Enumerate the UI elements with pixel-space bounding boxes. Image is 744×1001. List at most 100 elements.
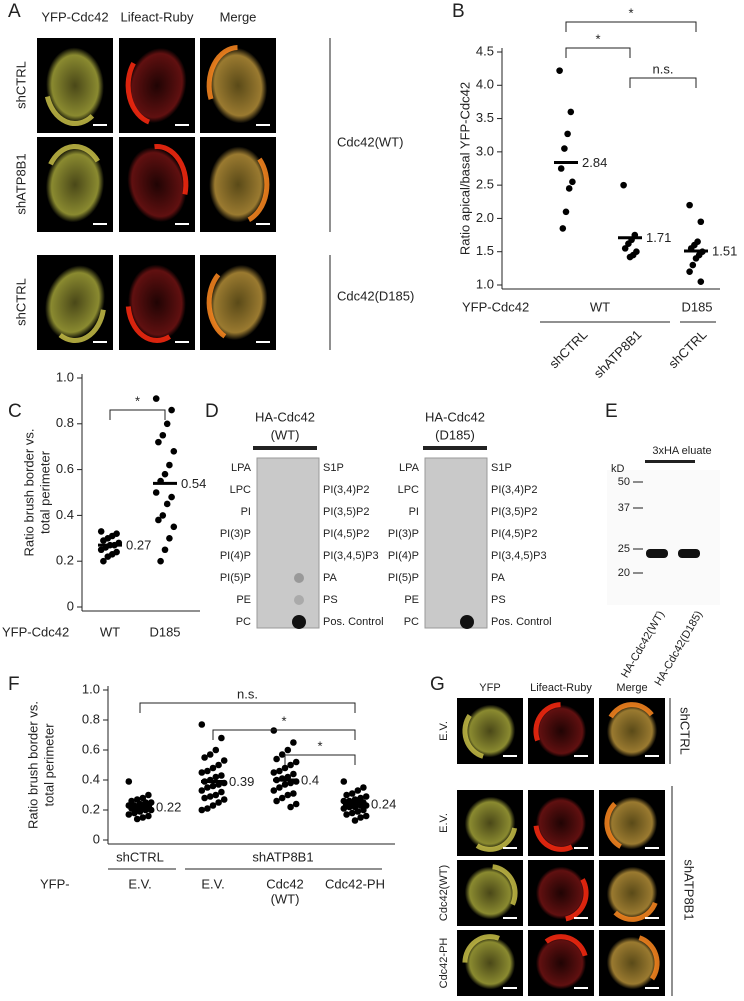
data-point: [204, 767, 211, 775]
mean-label: 0.22: [156, 799, 181, 814]
cell-edge: [533, 825, 574, 852]
lipid-label: PI: [241, 506, 251, 518]
y-axis-label: total perimeter: [41, 723, 56, 807]
lipid-label: PS: [491, 594, 506, 606]
data-point: [360, 784, 367, 791]
cell: [45, 265, 105, 340]
data-point: [692, 255, 700, 262]
data-point: [567, 108, 575, 116]
category-label: D185: [149, 624, 180, 639]
micrograph: [457, 790, 523, 856]
y-tick-label: 0.4: [56, 507, 74, 522]
y-tick-label: 0.6: [82, 741, 100, 756]
data-point: [159, 431, 167, 439]
row-label: shCTRL: [13, 61, 28, 109]
lipid-label: Pos. Control: [491, 616, 552, 628]
data-point: [564, 130, 571, 138]
y-tick-label: 0.6: [56, 461, 74, 476]
y-tick-label: 3.0: [476, 143, 494, 158]
data-point: [218, 734, 225, 742]
category-label: E.V.: [128, 876, 151, 891]
cell: [464, 704, 516, 758]
micrograph: [528, 930, 594, 996]
row-label: E.V.: [438, 813, 450, 833]
lipid-label: Pos. Control: [323, 616, 384, 628]
y-tick-label: 0.8: [82, 711, 100, 726]
y-tick-label: 1.5: [476, 243, 494, 258]
lipid-label: S1P: [491, 462, 512, 474]
marker-label: 25: [618, 543, 630, 555]
faint-spot: [294, 573, 304, 583]
lipid-label: PI: [409, 506, 419, 518]
cell: [535, 796, 587, 850]
lipid-label: PI(3,4,5)P3: [491, 550, 547, 562]
lipid-label: PA: [491, 572, 506, 584]
mean-label: 1.51: [712, 243, 737, 258]
micrograph: [457, 698, 523, 764]
data-point: [212, 773, 220, 781]
data-point: [218, 788, 225, 796]
group-label: Cdc42(WT): [337, 134, 403, 149]
header-bar: [423, 446, 487, 450]
data-point: [212, 746, 220, 754]
micrograph: [599, 860, 665, 926]
data-point: [152, 395, 160, 402]
data-point: [348, 790, 356, 797]
data-point: [204, 784, 211, 791]
significance-bracket: [284, 754, 356, 765]
data-point: [686, 201, 693, 209]
data-point: [354, 787, 362, 794]
micrograph: [528, 698, 594, 764]
cell-edge: [604, 801, 622, 849]
data-point: [697, 218, 705, 226]
y-axis-label: Ratio brush border vs.: [21, 429, 36, 557]
data-point: [161, 546, 169, 554]
data-point: [276, 767, 283, 775]
positive-spot: [460, 615, 474, 629]
y-tick-label: 0.2: [82, 801, 100, 816]
y-tick-label: 0.8: [56, 415, 74, 430]
data-point: [125, 778, 133, 785]
cell-edge: [608, 702, 654, 719]
micrograph: [119, 255, 195, 350]
significance-bracket: [565, 47, 631, 58]
micrograph: [528, 860, 594, 926]
data-point: [625, 240, 632, 248]
y-tick-label: 0: [93, 831, 100, 846]
data-point: [362, 812, 370, 820]
lipid-label: LPC: [230, 484, 251, 496]
data-point: [198, 769, 206, 776]
cell: [606, 936, 658, 990]
data-point: [159, 512, 167, 519]
column-header: Lifeact-Ruby: [530, 682, 592, 694]
data-point: [157, 557, 164, 565]
data-point: [215, 761, 222, 769]
data-point: [278, 751, 286, 758]
micrograph: [457, 930, 523, 996]
cell-edge: [613, 901, 658, 922]
data-point: [166, 535, 173, 542]
cell: [46, 47, 104, 124]
micrograph: [37, 38, 113, 133]
data-point: [287, 761, 294, 769]
lipid-label: PC: [236, 616, 251, 628]
cell: [535, 936, 587, 990]
category-label: shCTRL: [546, 327, 590, 371]
micrograph: [37, 137, 113, 232]
y-tick-label: 2.0: [476, 210, 494, 225]
lipid-strip: [256, 457, 320, 629]
mean-label: 0.54: [181, 476, 206, 491]
significance-bracket: [629, 77, 697, 88]
cell-edge: [638, 935, 660, 981]
x-axis-label: YFP-: [40, 876, 70, 891]
cell: [208, 264, 268, 341]
cell-edge: [206, 45, 238, 100]
data-point: [281, 781, 289, 788]
micrograph: [528, 790, 594, 856]
group-label: shCTRL: [678, 707, 693, 755]
cell: [208, 47, 268, 124]
cell: [606, 866, 658, 920]
micrograph: [200, 255, 276, 350]
lipid-label: PA: [323, 572, 338, 584]
